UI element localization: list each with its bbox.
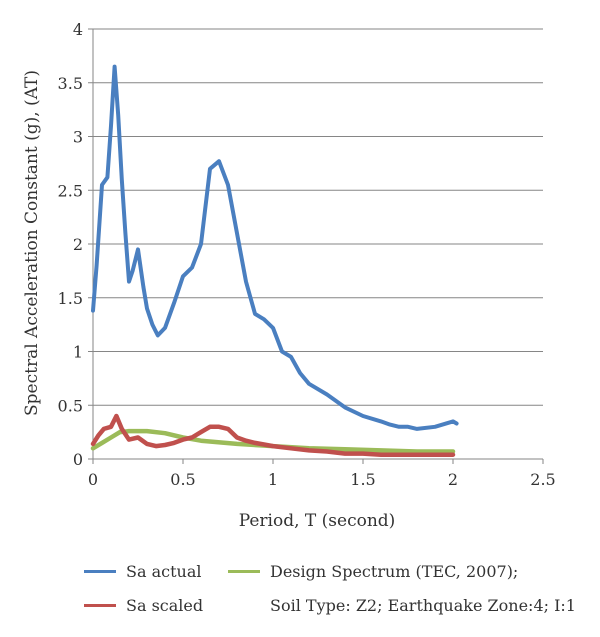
legend: Sa actual Design Spectrum (TEC, 2007); S… — [0, 548, 600, 637]
y-tick-label-5: 2.5 — [58, 181, 83, 200]
x-tick-label-4: 2 — [448, 470, 458, 489]
series-line-sa-scaled — [90, 413, 456, 457]
x-axis-title: Period, T (second) — [239, 511, 396, 531]
legend-swatch-sa-actual — [84, 570, 116, 573]
gridlines — [93, 28, 543, 406]
chart: 0 0.5 1 1.5 2 2.5 0 0.5 1 1.5 2 2.5 3 3.5 4 Period, T… — [22, 20, 556, 531]
x-tick-label-2: 1 — [268, 470, 278, 489]
y-tick-label-7: 3.5 — [58, 74, 83, 93]
y-tick-label-3: 1.5 — [58, 289, 83, 308]
legend-label-sa-scaled: Sa scaled — [126, 596, 204, 615]
y-tick-labels: 0 0.5 1 1.5 2 2.5 3 3.5 4 — [58, 20, 93, 469]
y-axis-title: Spectral Acceleration Constant (g), (AT) — [22, 70, 42, 416]
y-tick-label-8: 4 — [73, 20, 83, 39]
legend-swatch-design-spectrum — [228, 570, 260, 573]
legend-item-sa-scaled: Sa scaled — [84, 596, 203, 615]
x-tick-label-5: 2.5 — [530, 470, 555, 489]
legend-item-design-spectrum: Design Spectrum (TEC, 2007); — [228, 562, 518, 581]
legend-label-design-spectrum: Design Spectrum (TEC, 2007); — [270, 562, 519, 581]
x-tick-label-0: 0 — [88, 470, 98, 489]
legend-swatch-sa-scaled — [84, 604, 116, 607]
y-tick-label-6: 3 — [73, 128, 83, 147]
legend-note: Soil Type: Z2; Earthquake Zone:4; I:1 — [270, 596, 576, 615]
y-tick-label-2: 1 — [73, 343, 83, 362]
x-tick-label-3: 1.5 — [350, 470, 375, 489]
series-line-sa-actual — [91, 64, 459, 431]
x-tick-labels: 0 0.5 1 1.5 2 2.5 — [88, 459, 556, 489]
x-tick-label-1: 0.5 — [170, 470, 195, 489]
legend-label-sa-actual: Sa actual — [126, 562, 202, 581]
y-tick-label-1: 0.5 — [58, 396, 83, 415]
series-lines — [90, 64, 459, 457]
legend-item-sa-actual: Sa actual — [84, 562, 201, 581]
y-tick-label-0: 0 — [73, 450, 83, 469]
y-tick-label-4: 2 — [73, 235, 83, 254]
